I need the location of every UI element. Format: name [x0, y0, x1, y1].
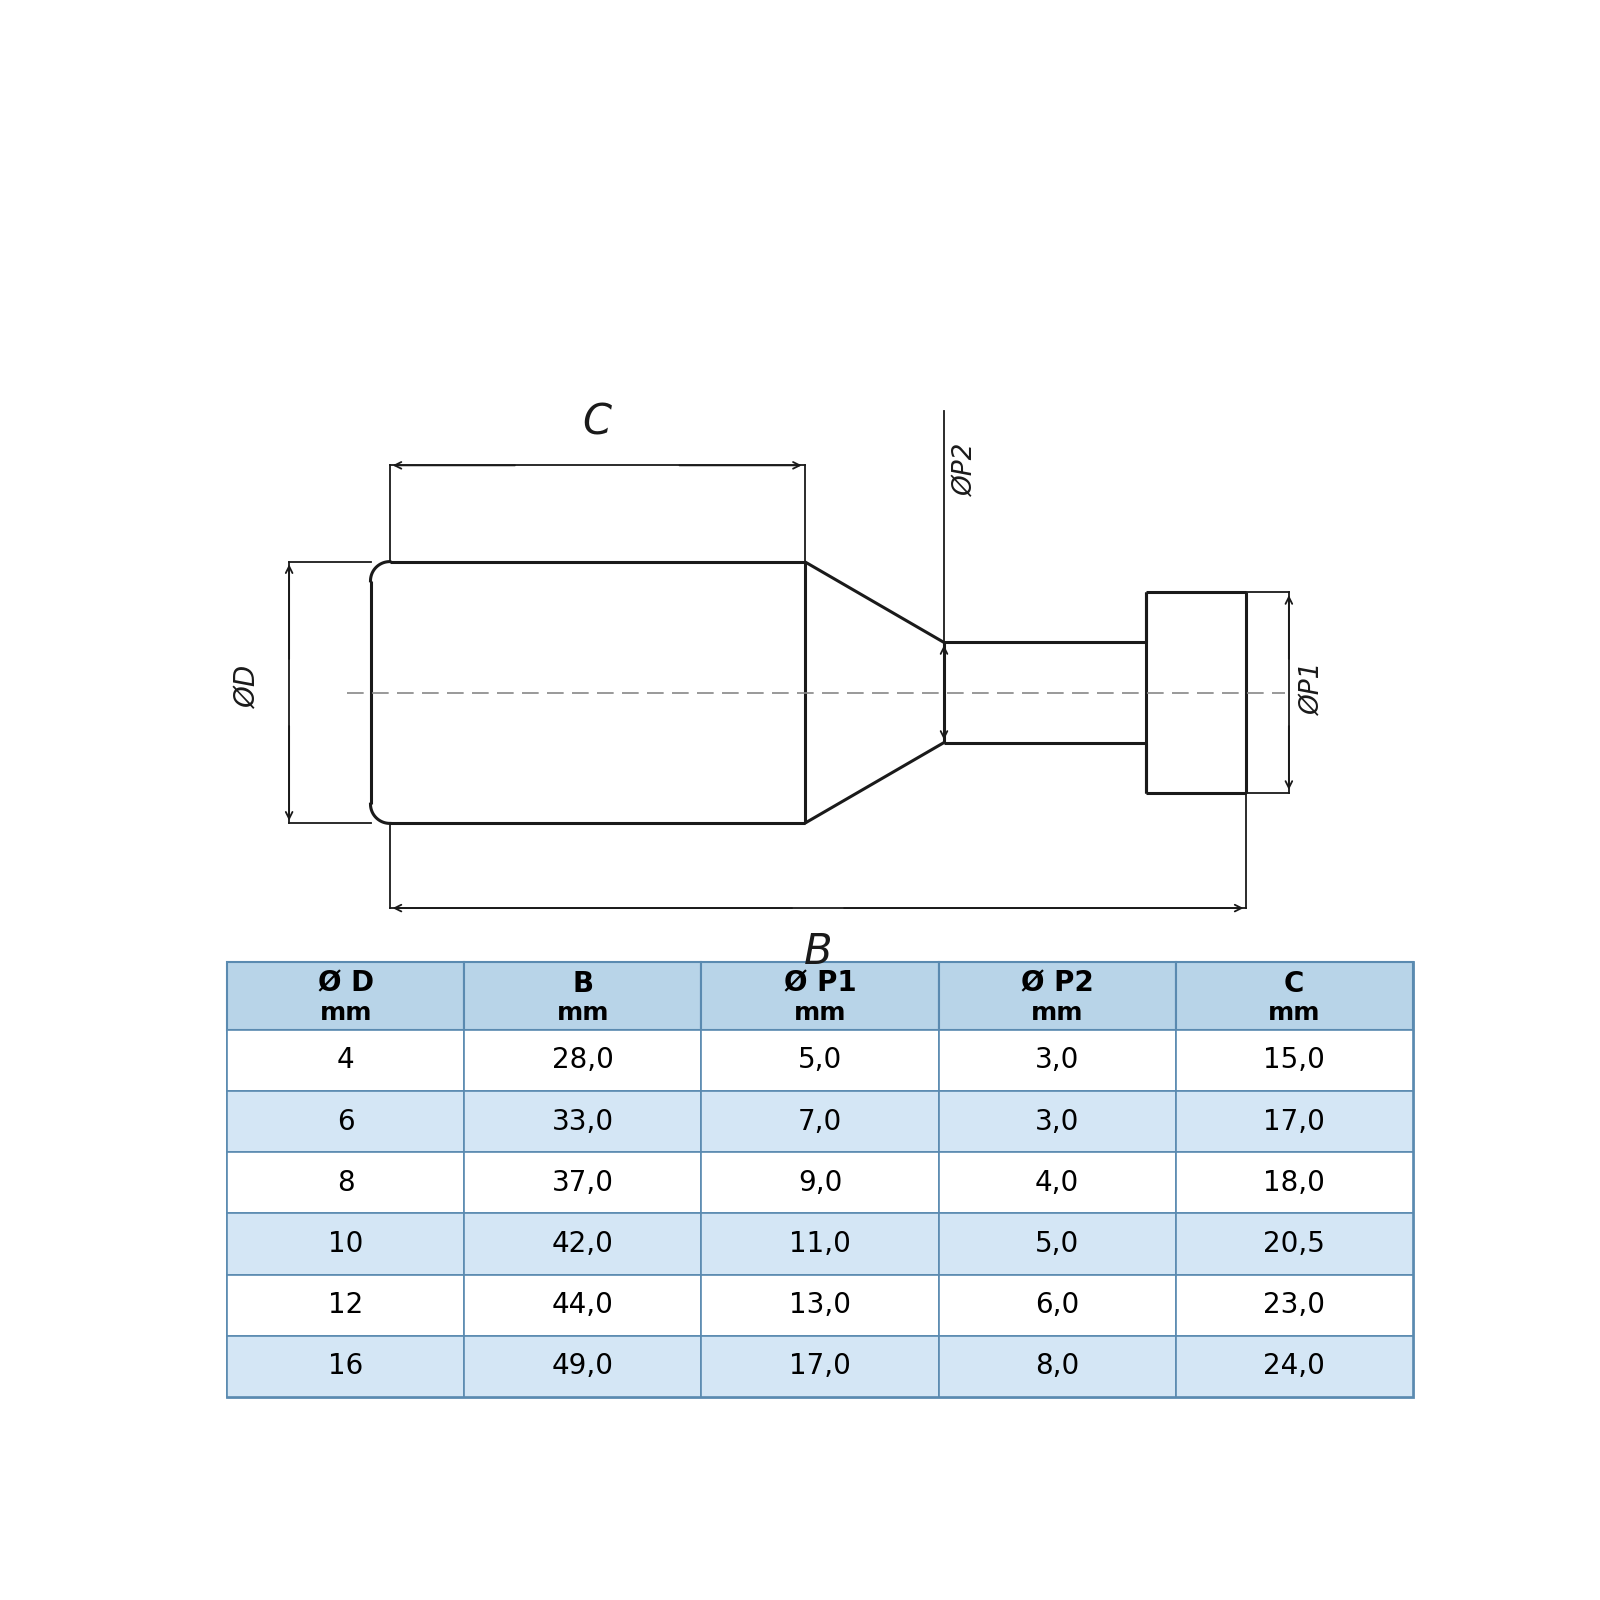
Text: 4: 4 [338, 1046, 355, 1074]
Bar [1176, 1213, 1413, 1275]
Text: 8: 8 [338, 1168, 355, 1197]
Bar [939, 1213, 1176, 1275]
Bar [464, 1336, 701, 1397]
Text: B: B [573, 970, 594, 998]
Bar [227, 1275, 464, 1336]
Text: 5,0: 5,0 [798, 1046, 842, 1074]
Bar [1176, 1030, 1413, 1091]
Bar [1176, 1336, 1413, 1397]
Text: mm: mm [1269, 1002, 1320, 1026]
Text: 8,0: 8,0 [1035, 1352, 1080, 1381]
Bar [939, 1030, 1176, 1091]
Text: mm: mm [557, 1002, 610, 1026]
Bar [227, 1213, 464, 1275]
Text: 9,0: 9,0 [798, 1168, 842, 1197]
Text: 3,0: 3,0 [1035, 1046, 1080, 1074]
Text: ØD: ØD [234, 664, 262, 707]
Bar [701, 1336, 939, 1397]
Text: C: C [582, 402, 611, 443]
Bar [939, 1336, 1176, 1397]
Text: 6,0: 6,0 [1035, 1291, 1080, 1320]
Text: 20,5: 20,5 [1264, 1230, 1325, 1258]
Text: 24,0: 24,0 [1264, 1352, 1325, 1381]
Text: 7,0: 7,0 [798, 1107, 842, 1136]
Text: 28,0: 28,0 [552, 1046, 614, 1074]
Bar [701, 1152, 939, 1213]
Text: 3,0: 3,0 [1035, 1107, 1080, 1136]
Text: 33,0: 33,0 [552, 1107, 614, 1136]
Bar [701, 1030, 939, 1091]
Text: 10: 10 [328, 1230, 363, 1258]
Text: B: B [803, 931, 832, 973]
Text: 12: 12 [328, 1291, 363, 1320]
Bar [227, 1091, 464, 1152]
Bar [939, 962, 1176, 1030]
Bar [227, 1336, 464, 1397]
Bar [1176, 1152, 1413, 1213]
Text: Ø P1: Ø P1 [784, 970, 856, 998]
Bar [464, 1030, 701, 1091]
Bar [464, 1213, 701, 1275]
Text: ØP1: ØP1 [1301, 662, 1326, 715]
Bar [227, 962, 1413, 1397]
Text: 6: 6 [338, 1107, 355, 1136]
Text: 15,0: 15,0 [1264, 1046, 1325, 1074]
Bar [939, 1091, 1176, 1152]
Text: mm: mm [794, 1002, 846, 1026]
Text: mm: mm [320, 1002, 371, 1026]
Bar [939, 1275, 1176, 1336]
Text: 17,0: 17,0 [789, 1352, 851, 1381]
Text: ØP2: ØP2 [954, 443, 979, 496]
Text: 37,0: 37,0 [552, 1168, 614, 1197]
Bar [1176, 1275, 1413, 1336]
Text: Ø P2: Ø P2 [1021, 970, 1093, 998]
Bar [464, 1275, 701, 1336]
Text: 23,0: 23,0 [1264, 1291, 1325, 1320]
Bar [1176, 962, 1413, 1030]
Bar [227, 1152, 464, 1213]
Text: Ø D: Ø D [318, 970, 374, 998]
Text: 4,0: 4,0 [1035, 1168, 1080, 1197]
Bar [464, 1152, 701, 1213]
Text: 5,0: 5,0 [1035, 1230, 1080, 1258]
Bar [227, 1030, 464, 1091]
Text: 11,0: 11,0 [789, 1230, 851, 1258]
Bar [1176, 1091, 1413, 1152]
Text: 44,0: 44,0 [552, 1291, 614, 1320]
Bar [939, 1152, 1176, 1213]
Text: 13,0: 13,0 [789, 1291, 851, 1320]
Bar [701, 1213, 939, 1275]
Text: 49,0: 49,0 [552, 1352, 614, 1381]
Bar [701, 1275, 939, 1336]
Text: C: C [1285, 970, 1304, 998]
Text: 16: 16 [328, 1352, 363, 1381]
Text: mm: mm [1030, 1002, 1083, 1026]
Bar [464, 1091, 701, 1152]
Bar [701, 1091, 939, 1152]
Bar [227, 962, 464, 1030]
Bar [701, 962, 939, 1030]
Bar [464, 962, 701, 1030]
Text: 42,0: 42,0 [552, 1230, 614, 1258]
Text: 17,0: 17,0 [1264, 1107, 1325, 1136]
Text: 18,0: 18,0 [1264, 1168, 1325, 1197]
